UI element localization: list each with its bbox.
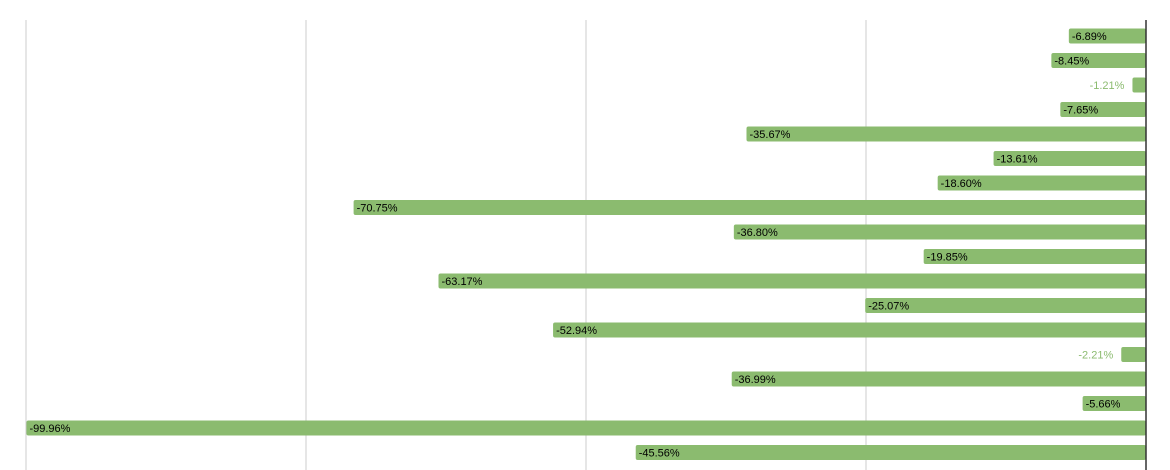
bar-value-label: -19.85% bbox=[927, 252, 968, 264]
bar-value-label: -63.17% bbox=[441, 276, 482, 288]
bar-value-label: -52.94% bbox=[556, 325, 597, 337]
bar-value-label: -8.45% bbox=[1054, 56, 1089, 68]
bar-value-label: -36.80% bbox=[737, 227, 778, 239]
bar bbox=[1068, 28, 1146, 44]
bar-value-label: -18.60% bbox=[941, 178, 982, 190]
bar bbox=[1082, 396, 1146, 411]
bar-value-label: -5.66% bbox=[1086, 399, 1121, 411]
bar bbox=[731, 371, 1146, 387]
bar bbox=[26, 420, 1147, 436]
bar-value-label: -7.65% bbox=[1063, 105, 1098, 117]
bar bbox=[937, 175, 1146, 191]
bar-value-label: -99.96% bbox=[29, 423, 70, 435]
bar bbox=[438, 273, 1147, 289]
bar bbox=[353, 200, 1147, 215]
bar bbox=[1060, 102, 1146, 117]
bar bbox=[635, 445, 1146, 460]
bar bbox=[746, 126, 1146, 142]
bar bbox=[1132, 77, 1146, 93]
bars bbox=[26, 28, 1147, 460]
bar-value-label: -2.21% bbox=[1078, 350, 1113, 362]
grid-lines bbox=[25, 20, 867, 470]
bar bbox=[1121, 347, 1146, 362]
bar bbox=[993, 151, 1146, 166]
bar bbox=[553, 322, 1146, 338]
data-labels: -6.89% -8.45%-1.21% -7.65% -35.67% -13.61% -1… bbox=[29, 31, 1124, 460]
bar bbox=[1051, 53, 1146, 68]
bar-value-label: -70.75% bbox=[357, 203, 398, 215]
bar-value-label: -13.61% bbox=[997, 154, 1038, 166]
bar bbox=[865, 298, 1146, 313]
bar-value-label: -36.99% bbox=[735, 374, 776, 386]
bar-value-label: -1.21% bbox=[1090, 80, 1125, 92]
bar bbox=[733, 224, 1146, 240]
bar-value-label: -6.89% bbox=[1072, 31, 1107, 43]
bar-value-label: -25.07% bbox=[868, 301, 909, 313]
bar bbox=[923, 249, 1146, 264]
bar-value-label: -45.56% bbox=[639, 448, 680, 460]
bar-value-label: -35.67% bbox=[749, 129, 790, 141]
